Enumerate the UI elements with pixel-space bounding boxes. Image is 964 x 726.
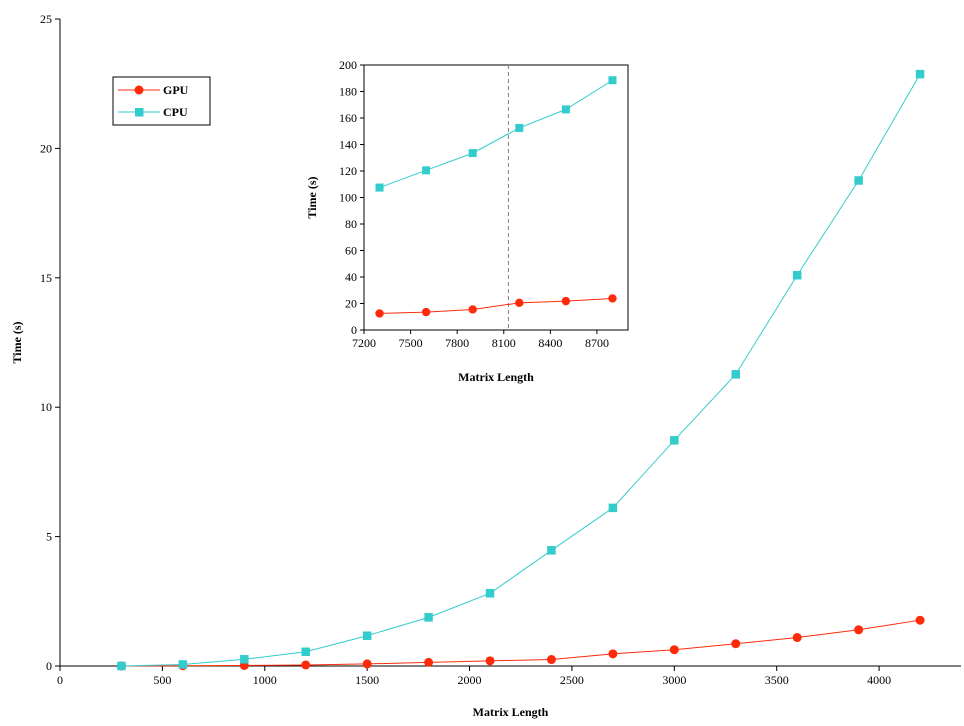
inset-y-axis-title: Time (s) <box>305 176 319 218</box>
main-cpu-point <box>117 661 126 671</box>
inset-gpu-point <box>421 307 431 317</box>
main-cpu-point <box>547 546 556 555</box>
main-gpu-series-line <box>121 619 921 667</box>
inset-x-tick-label: 8100 <box>492 336 516 350</box>
inset-y-tick-label: 140 <box>339 138 357 152</box>
inset-cpu-point <box>608 76 617 85</box>
main-cpu-point <box>854 176 863 185</box>
main-y-axis-title: Time (s) <box>10 321 24 363</box>
main-x-tick-label: 0 <box>57 673 63 687</box>
legend-cpu-marker <box>135 108 144 117</box>
inset-y-tick-label: 100 <box>339 191 357 205</box>
inset-cpu-point <box>422 166 431 175</box>
main-x-tick-label: 1000 <box>253 673 277 687</box>
main-gpu-point <box>608 649 618 659</box>
inset-y-tick-label: 180 <box>339 85 357 99</box>
inset-cpu-point <box>375 183 384 192</box>
inset-cpu-series-line <box>379 79 613 189</box>
main-cpu-point <box>424 613 433 622</box>
main-x-tick-label: 2000 <box>458 673 482 687</box>
inset-y-tick-label: 80 <box>345 217 357 231</box>
inset-y-tick-label: 160 <box>339 111 357 125</box>
main-x-tick-label: 3000 <box>662 673 686 687</box>
legend: GPU CPU <box>112 76 211 126</box>
main-gpu-point <box>731 639 741 649</box>
inset-gpu-point <box>515 298 524 308</box>
main-cpu-point <box>301 647 310 657</box>
main-y-tick-label: 25 <box>40 12 52 26</box>
main-x-tick-label: 1500 <box>355 673 379 687</box>
legend-cpu-label: CPU <box>163 105 188 119</box>
main-cpu-point <box>240 655 249 664</box>
main-cpu-point <box>608 503 618 513</box>
inset-y-tick-label: 20 <box>345 297 357 311</box>
legend-gpu-label: GPU <box>163 83 189 97</box>
main-gpu-point <box>915 615 925 625</box>
inset-gpu-series-line <box>379 297 613 314</box>
inset-x-axis-title: Matrix Length <box>458 370 534 384</box>
inset-x-tick-label: 7500 <box>399 336 423 350</box>
inset-cpu-point <box>561 105 570 114</box>
inset-x-tick-label: 7800 <box>445 336 469 350</box>
main-x-tick-label: 500 <box>153 673 171 687</box>
inset-gpu-point <box>468 305 477 314</box>
inset-gpu-point <box>375 309 384 318</box>
legend-gpu-marker <box>134 85 144 95</box>
main-y-tick-label: 15 <box>40 271 52 285</box>
main-cpu-point <box>178 660 188 669</box>
inset-chart-group: 0 20 40 60 80 100 120 140 160 180 200 7200 7500 7800 8… <box>305 58 629 384</box>
inset-cpu-point <box>515 123 524 132</box>
inset-y-tick-label: 0 <box>351 323 357 337</box>
main-x-axis-title: Matrix Length <box>473 705 549 719</box>
main-y-tick-label: 10 <box>40 400 52 414</box>
main-x-tick-label: 2500 <box>560 673 584 687</box>
main-cpu-series-line <box>121 73 921 667</box>
inset-gpu-point <box>561 296 571 306</box>
inset-x-tick-label: 7200 <box>352 336 376 350</box>
main-gpu-point <box>546 655 556 665</box>
inset-y-tick-label: 60 <box>345 244 357 258</box>
main-y-tick-label: 0 <box>46 659 52 673</box>
inset-cpu-point <box>468 149 477 158</box>
main-cpu-point <box>670 436 679 445</box>
main-cpu-point <box>792 270 802 280</box>
main-y-tick-label: 20 <box>40 141 52 155</box>
main-gpu-point <box>362 659 372 669</box>
main-y-tick-label: 5 <box>46 530 52 544</box>
main-cpu-point <box>485 589 495 598</box>
main-gpu-point <box>485 656 495 666</box>
main-cpu-point <box>731 370 740 379</box>
inset-y-tick-label: 40 <box>345 270 357 284</box>
inset-x-tick-label: 8700 <box>585 336 609 350</box>
inset-y-tick-label: 200 <box>339 58 357 72</box>
main-gpu-point <box>854 625 864 635</box>
main-x-tick-label: 3500 <box>765 673 789 687</box>
main-gpu-point <box>424 657 434 667</box>
main-cpu-point <box>915 69 925 79</box>
main-gpu-point <box>301 660 311 670</box>
main-gpu-point <box>669 645 679 655</box>
main-cpu-point <box>362 631 372 640</box>
inset-x-tick-label: 8400 <box>538 336 562 350</box>
main-x-tick-label: 4000 <box>867 673 891 687</box>
inset-y-tick-label: 120 <box>339 164 357 178</box>
main-gpu-point <box>792 633 802 643</box>
inset-plot-frame <box>363 64 629 331</box>
legend-box <box>112 76 211 126</box>
inset-gpu-point <box>608 294 617 303</box>
